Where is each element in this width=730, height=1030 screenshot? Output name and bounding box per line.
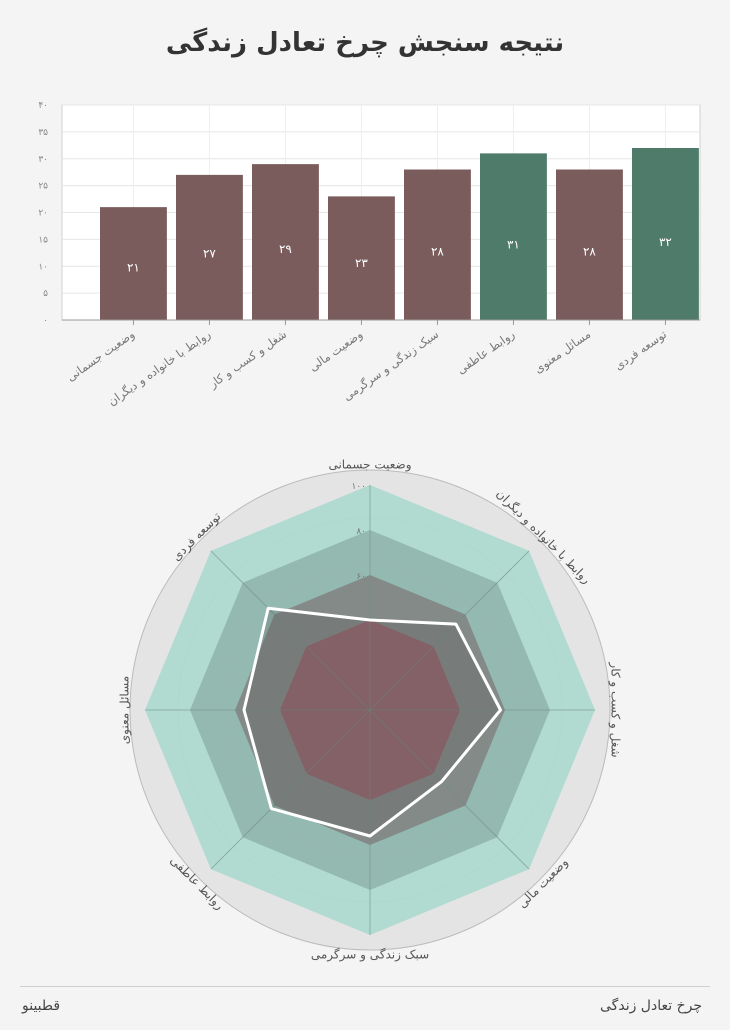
bar-y-tick-label: ۱۰	[38, 262, 48, 272]
bar	[176, 174, 243, 320]
bar-y-tick-label: ۳۵	[38, 128, 48, 138]
bar-y-tick-label: ۲۵	[38, 182, 48, 192]
bar-y-tick-label: ۵	[43, 289, 48, 299]
bar-value-label: ۳۱	[507, 237, 520, 251]
radar-axis-label: شغل و کسب و کار	[608, 661, 623, 757]
radar-spoke	[210, 709, 371, 870]
bar-y-tick-label: ۱۵	[38, 235, 48, 245]
bar	[252, 164, 319, 320]
bar-y-tick-label: ۲۰	[38, 209, 48, 219]
bar	[632, 148, 699, 320]
bar-y-tick-label: ۳۰	[38, 155, 48, 165]
bar-value-label: ۲۷	[203, 247, 216, 261]
radar-axis-label: سبک زندگی و سرگرمی	[311, 948, 429, 963]
bar-value-label: ۳۲	[659, 235, 672, 249]
radar-spoke	[369, 709, 530, 870]
bar-y-axis: ۰ ۵ ۱۰ ۱۵ ۲۰ ۲۵ ۳۰ ۳۵ ۴۰	[38, 101, 48, 326]
bar	[556, 169, 623, 320]
bar-value-label: ۲۸	[431, 244, 444, 258]
bar	[328, 196, 395, 320]
page-title: نتیجه سنجش چرخ تعادل زندگی	[165, 28, 565, 58]
bar-series: ۲۱ ۲۷ ۲۹ ۲۳ ۲۸ ۳۱ ۲۸ ۳۲	[100, 148, 699, 320]
radar-axis-label: وضعیت جسمانی	[328, 458, 411, 473]
bar-value-label: ۲۹	[279, 242, 292, 256]
bar	[404, 169, 471, 320]
radar-spoke	[369, 550, 530, 711]
radar-tick-label: ۸۰	[356, 527, 366, 537]
bar	[480, 153, 547, 320]
bar-value-label: ۲۳	[355, 256, 368, 270]
footer-divider	[20, 986, 710, 987]
radar-tick-label: ۶۰	[356, 572, 366, 582]
bar-value-label: ۲۸	[583, 244, 596, 258]
radar-tick-label: ۱۰۰	[351, 482, 366, 492]
footer-caption: چرخ تعادل زندگی	[600, 998, 702, 1014]
bar-y-tick-label: ۴۰	[38, 101, 48, 111]
bar-y-tick-label: ۰	[43, 316, 48, 326]
radar-spokes	[145, 485, 595, 935]
radar-spoke	[210, 550, 371, 711]
footer-brand: قطبینو	[22, 998, 61, 1014]
bar	[100, 207, 167, 320]
radar-axis-label: مسائل معنوی	[118, 676, 133, 744]
bar-value-label: ۲۱	[127, 260, 140, 274]
radar-user-series	[242, 606, 502, 838]
radar-user-polygon	[242, 606, 502, 838]
radar-ticks: ۱۰۰ ۸۰ ۶۰	[351, 482, 366, 582]
